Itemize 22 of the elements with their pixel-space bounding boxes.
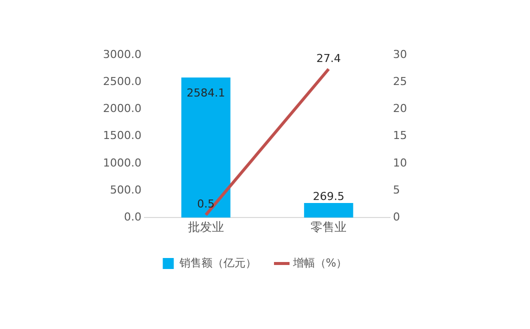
x-tick-label: 零售业 <box>310 220 347 234</box>
y2-tick-label: 20 <box>393 102 408 116</box>
y-tick-label: 1500.0 <box>102 129 142 142</box>
data-label: 2584.1 <box>186 86 226 100</box>
data-label: 269.5 <box>312 190 344 203</box>
y2-tick-label: 5 <box>393 183 400 196</box>
y2-tick-label: 30 <box>393 48 408 61</box>
y-tick-label: 1000.0 <box>102 156 142 170</box>
y2-tick-label: 0 <box>393 210 400 224</box>
legend-label: 销售额（亿元） <box>178 256 256 270</box>
y-tick-label: 2500.0 <box>102 74 142 88</box>
legend-label: 增幅（%） <box>292 256 348 270</box>
y2-tick-label: 15 <box>393 129 408 142</box>
data-label: 0.5 <box>197 198 215 211</box>
y-tick-label: 0.0 <box>124 210 142 224</box>
y2-tick-label: 10 <box>393 156 408 170</box>
y2-tick-label: 25 <box>393 74 408 88</box>
y-tick-label: 500.0 <box>110 183 142 196</box>
y-tick-label: 3000.0 <box>102 48 142 61</box>
y-tick-label: 2000.0 <box>102 102 142 116</box>
x-tick-label: 批发业 <box>188 220 224 234</box>
data-label: 27.4 <box>316 52 341 65</box>
